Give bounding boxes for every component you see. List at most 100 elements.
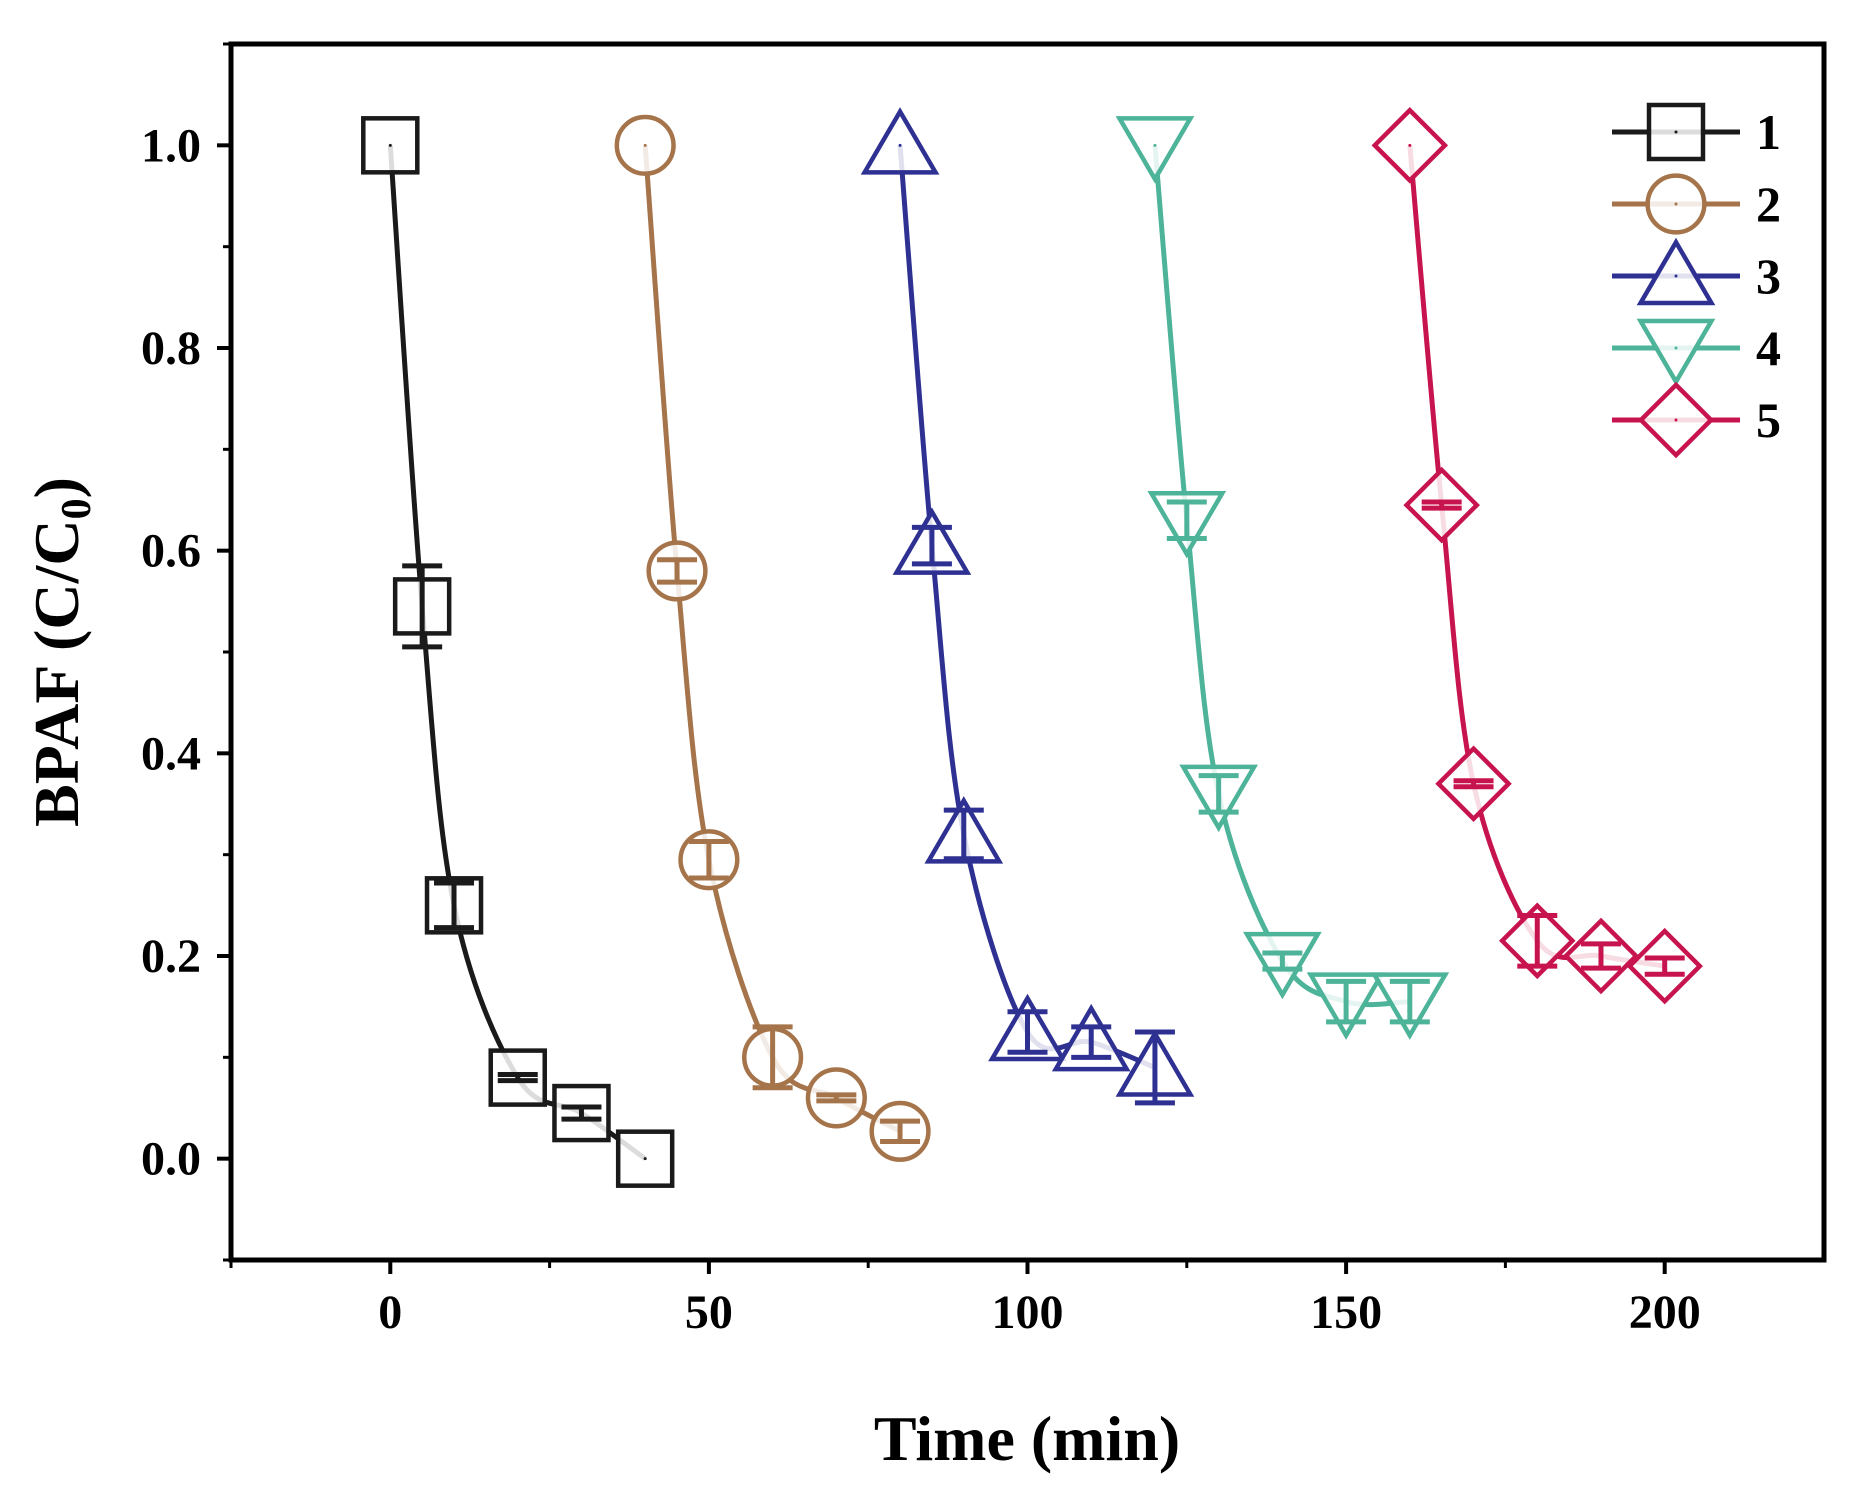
marker-center-dot [643, 1157, 647, 1161]
series-5-point [1435, 745, 1512, 823]
legend-entry-3: 3 [1612, 237, 1781, 306]
marker-center-dot [388, 143, 392, 147]
marker-center-dot [898, 143, 902, 147]
x-axis-ticks: 0 50 100 150 200 [229, 1260, 1701, 1339]
series-3-point [1051, 1003, 1131, 1072]
x-tick-label: 150 [1310, 1286, 1382, 1339]
y-tick-label: 0.4 [141, 727, 201, 780]
series-2-point [614, 114, 676, 176]
data-markers [361, 107, 1703, 1188]
series-1-errorbar [402, 563, 443, 650]
series-2-errorbar [880, 1118, 921, 1144]
series-5-errorbar [1517, 912, 1558, 969]
series-1-errorbar [497, 1072, 538, 1084]
series-2-errorbar [657, 557, 698, 585]
series-1-point [488, 1048, 547, 1107]
series-3-errorbar [1071, 1024, 1112, 1060]
legend-label: 3 [1756, 248, 1781, 304]
series-2-point [742, 1024, 804, 1091]
series-2-point [869, 1100, 931, 1162]
marker-center-dot [1674, 274, 1678, 278]
legend: 1 2 3 4 5 [1612, 102, 1781, 459]
series-4-errorbar [1262, 950, 1303, 972]
series-3-point [892, 507, 972, 575]
legend-label: 5 [1756, 392, 1781, 448]
series-3-point [860, 107, 940, 175]
series-4-marker [1115, 116, 1195, 184]
legend-entry-2: 2 [1612, 173, 1781, 235]
marker-center-dot [1153, 143, 1157, 147]
legend-label: 4 [1756, 320, 1781, 376]
series-4-errorbar [1326, 978, 1367, 1025]
series-4-errorbar [1389, 978, 1430, 1025]
x-axis-title: Time (min) [874, 1403, 1180, 1474]
series-3-errorbar [1134, 1029, 1175, 1106]
x-tick-label: 100 [992, 1286, 1064, 1339]
series-3-point [924, 796, 1004, 864]
series-3-marker [860, 107, 940, 175]
y-tick-label: 0.2 [141, 930, 201, 983]
series-4-point [1306, 972, 1386, 1040]
series-3-errorbar [911, 524, 952, 567]
series-5-point [1562, 917, 1640, 995]
series-2-point [678, 829, 740, 891]
series-5-point [1626, 927, 1703, 1005]
series-2-errorbar [752, 1024, 793, 1091]
series-1-point [392, 563, 452, 650]
series-4-errorbar [1166, 499, 1207, 542]
series-5-errorbar [1421, 499, 1462, 511]
x-tick-label: 50 [685, 1286, 733, 1339]
series-3-point [1115, 1029, 1195, 1106]
marker-center-dot [1674, 418, 1678, 422]
series-1-errorbar [561, 1104, 602, 1122]
y-tick-label: 0.6 [141, 525, 201, 578]
series-4-point [1243, 931, 1322, 1000]
series-4-point [1147, 491, 1227, 559]
series-4-errorbar [1198, 773, 1239, 815]
series-5-errorbar [1453, 778, 1494, 790]
y-tick-label: 0.0 [141, 1133, 201, 1186]
y-tick-label: 0.8 [141, 322, 201, 375]
series-5-point [1403, 466, 1480, 544]
series-5-errorbar [1580, 941, 1621, 971]
legend-marker [1636, 318, 1716, 387]
legend-entry-4: 4 [1612, 318, 1781, 387]
series-1-point [424, 876, 484, 935]
series-2-point [646, 540, 708, 602]
marker-center-dot [1674, 346, 1678, 350]
marker-center-dot [1674, 130, 1678, 134]
marker-center-dot [643, 143, 647, 147]
y-axis-title: BPAF (C/C0) [21, 477, 100, 827]
y-axis-title-close: ) [21, 477, 92, 498]
series-5-errorbar [1644, 955, 1685, 977]
series-1-errorbar [434, 880, 475, 931]
y-tick-label: 1.0 [141, 119, 201, 172]
marker-center-dot [1674, 202, 1678, 206]
marker-center-dot [1408, 143, 1412, 147]
x-tick-label: 200 [1629, 1286, 1701, 1339]
legend-entry-1: 1 [1612, 102, 1781, 162]
legend-label: 1 [1756, 104, 1781, 160]
series-4-point [1370, 972, 1450, 1040]
series-4-point [1115, 116, 1195, 184]
series-5-point [1371, 107, 1449, 184]
series-1-point [615, 1129, 675, 1188]
y-axis-title-subscript: 0 [54, 498, 100, 519]
series-2-errorbar [688, 838, 729, 881]
x-tick-label: 0 [378, 1286, 402, 1339]
series-1-point [552, 1083, 611, 1143]
series-1-point [361, 116, 420, 175]
series-2-point [805, 1067, 867, 1129]
series-3-point [988, 993, 1067, 1062]
series-4-point [1179, 764, 1259, 833]
series-2-errorbar [816, 1092, 857, 1104]
legend-label: 2 [1756, 176, 1781, 232]
legend-marker [1636, 237, 1716, 306]
series-3-errorbar [1007, 1009, 1048, 1055]
legend-entry-5: 5 [1612, 381, 1781, 459]
y-axis-ticks: 0.0 0.2 0.4 0.6 0.8 1.0 [141, 42, 231, 1262]
series-3-errorbar [943, 807, 984, 862]
y-axis-title-main: BPAF (C/C [21, 519, 92, 827]
